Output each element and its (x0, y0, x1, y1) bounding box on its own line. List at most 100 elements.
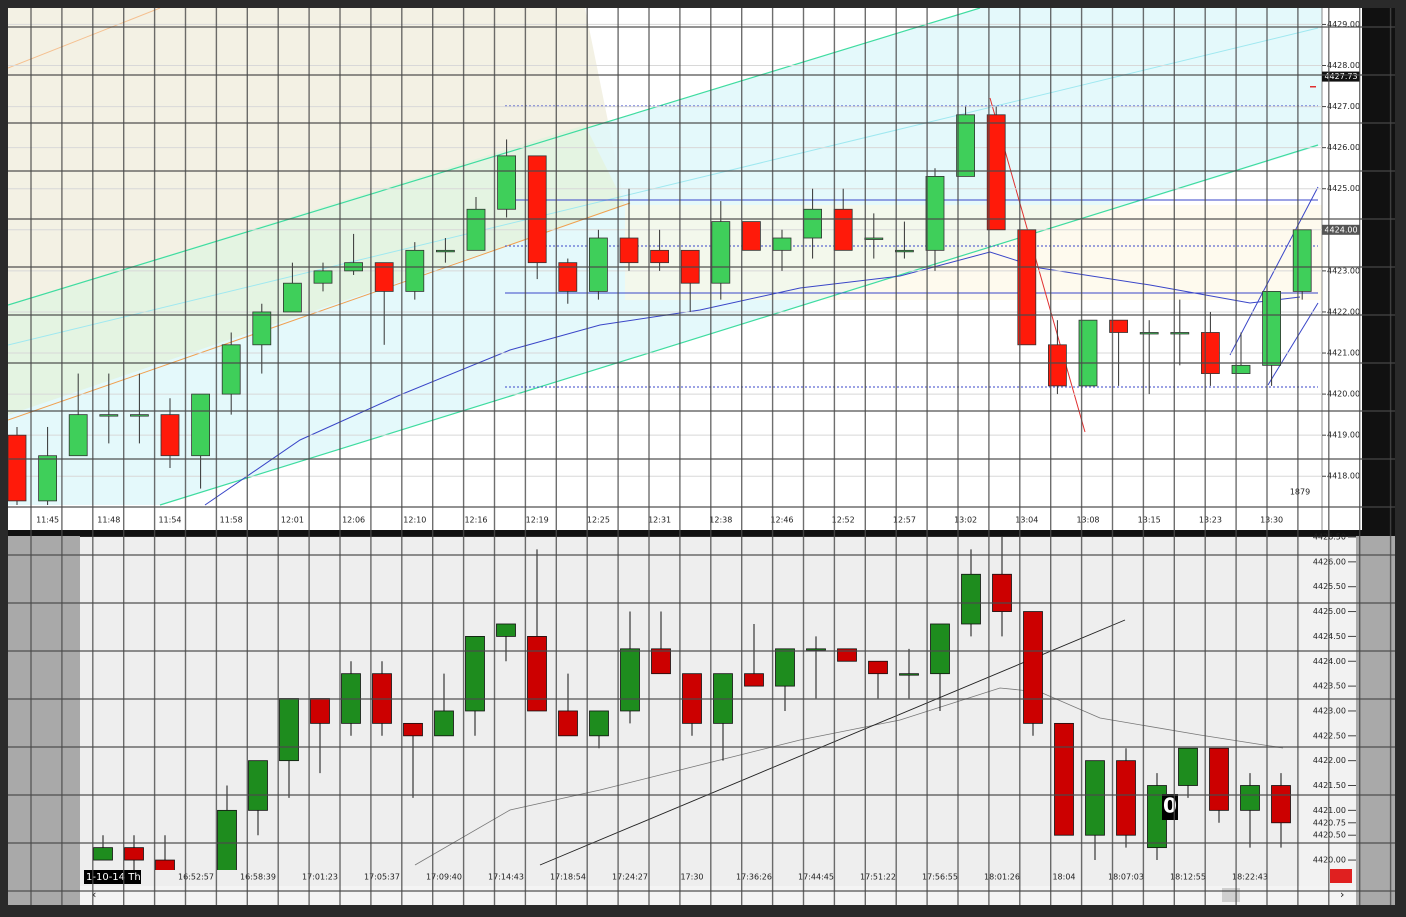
candle-body (986, 114, 1006, 231)
candle-body (1262, 291, 1281, 366)
red-tick (1310, 86, 1316, 88)
candle-body (466, 208, 486, 251)
candle-body (252, 311, 272, 346)
scrollbar[interactable] (80, 886, 1356, 905)
x-tick-label: 17:24:27 (612, 873, 648, 882)
bottom-price-axis (1300, 537, 1356, 886)
candle-body (775, 648, 795, 687)
x-tick-label: 16:58:39 (240, 873, 276, 882)
x-tick-label: 12:25 (587, 516, 610, 525)
close-button[interactable] (1330, 869, 1352, 883)
x-tick-label: 17:05:37 (364, 873, 400, 882)
candle-body (435, 249, 455, 253)
scroll-left[interactable]: ‹ (92, 888, 96, 901)
candle-body (558, 710, 578, 737)
candle-body (1054, 722, 1074, 836)
candle-body (191, 393, 211, 457)
candles (8, 106, 1312, 505)
x-tick-label: 12:19 (526, 516, 549, 525)
candle-body (527, 636, 547, 712)
candle-body (124, 847, 144, 861)
candle-body (956, 114, 975, 177)
x-tick-label: 18:01:26 (984, 873, 1020, 882)
price-marker (1322, 71, 1360, 82)
channel-mid (8, 27, 1319, 346)
candle-body (589, 710, 609, 737)
candle-body (833, 208, 853, 251)
x-tick-label: 13:04 (1015, 516, 1038, 525)
x-tick-label: 17:09:40 (426, 873, 462, 882)
x-tick-label: 11:45 (36, 516, 59, 525)
side-strip (1362, 8, 1395, 530)
overlay-grid (8, 8, 1395, 905)
x-tick-label: 18:07:03 (1108, 873, 1144, 882)
candle-body (1023, 611, 1043, 724)
x-tick-label: 12:06 (342, 516, 365, 525)
x-tick-label: 18:22:43 (1232, 873, 1268, 882)
candle-body (374, 262, 394, 292)
candle-body (742, 221, 761, 251)
scroll-right[interactable]: › (1340, 888, 1344, 901)
x-tick-label: 12:38 (709, 516, 732, 525)
moving-average (414, 687, 1284, 866)
y-tick-label: 4425.00 (1327, 184, 1360, 193)
candle-body (1201, 332, 1220, 374)
price-marker (1322, 224, 1360, 235)
candle-body (619, 237, 639, 264)
y-tick-label: 4422.00 (1327, 307, 1360, 316)
candle-body (925, 176, 945, 251)
x-tick-label: 12:52 (832, 516, 855, 525)
right-gutter (1356, 536, 1395, 905)
x-tick-label: 17:01:23 (302, 873, 338, 882)
scroll-thumb[interactable] (1222, 888, 1240, 902)
candle-body (38, 455, 57, 502)
candle-body (497, 155, 517, 210)
left-gutter (8, 536, 80, 905)
price-marker-label: 4424.00 (1324, 225, 1357, 234)
candle-body (160, 414, 180, 457)
candle-body (93, 847, 113, 861)
x-tick-label: 18:12:55 (1170, 873, 1206, 882)
x-tick-label: 17:14:43 (488, 873, 524, 882)
bottom-time-axis (80, 870, 1300, 886)
x-tick-label: 11:54 (158, 516, 181, 525)
x-tick-label: 13:30 (1260, 516, 1283, 525)
trend-line-blue (1267, 302, 1319, 386)
x-tick-label: 12:57 (893, 516, 916, 525)
x-tick-label: 17:56:55 (922, 873, 958, 882)
x-tick-label: 12:10 (403, 516, 426, 525)
candle-body (68, 414, 88, 457)
x-tick-label: 18:04 (1052, 873, 1075, 882)
date-box (84, 870, 141, 884)
candle-body (558, 262, 578, 292)
candle-body (650, 249, 669, 264)
candle-body (711, 221, 731, 284)
x-tick-label: 13:15 (1138, 516, 1161, 525)
candle-body (8, 434, 27, 502)
candle-body (1178, 747, 1198, 786)
candle-body (589, 237, 608, 292)
candle-body (1017, 229, 1037, 346)
candle-body (99, 414, 119, 417)
candle-body (1231, 364, 1251, 374)
candle-body (155, 859, 175, 870)
candle-body (992, 573, 1012, 612)
x-tick-label: 11:48 (97, 516, 120, 525)
price-marker-label: 4427.73 (1324, 72, 1357, 81)
candle-body (651, 648, 671, 675)
x-tick-label: 12:31 (648, 516, 671, 525)
candle-body (1170, 332, 1190, 335)
candle-body (527, 155, 547, 264)
candle-body (837, 648, 857, 662)
x-tick-label: 17:51:22 (860, 873, 896, 882)
candle-body (868, 660, 888, 675)
bar-counter: 1879 (1290, 488, 1310, 497)
candle-body (282, 282, 302, 313)
candle-body (1085, 760, 1105, 836)
candle-body (1048, 344, 1067, 387)
y-tick-label: 4418.00 (1327, 472, 1360, 481)
channel-lower (159, 144, 1319, 506)
x-tick-label: 13:08 (1076, 516, 1099, 525)
